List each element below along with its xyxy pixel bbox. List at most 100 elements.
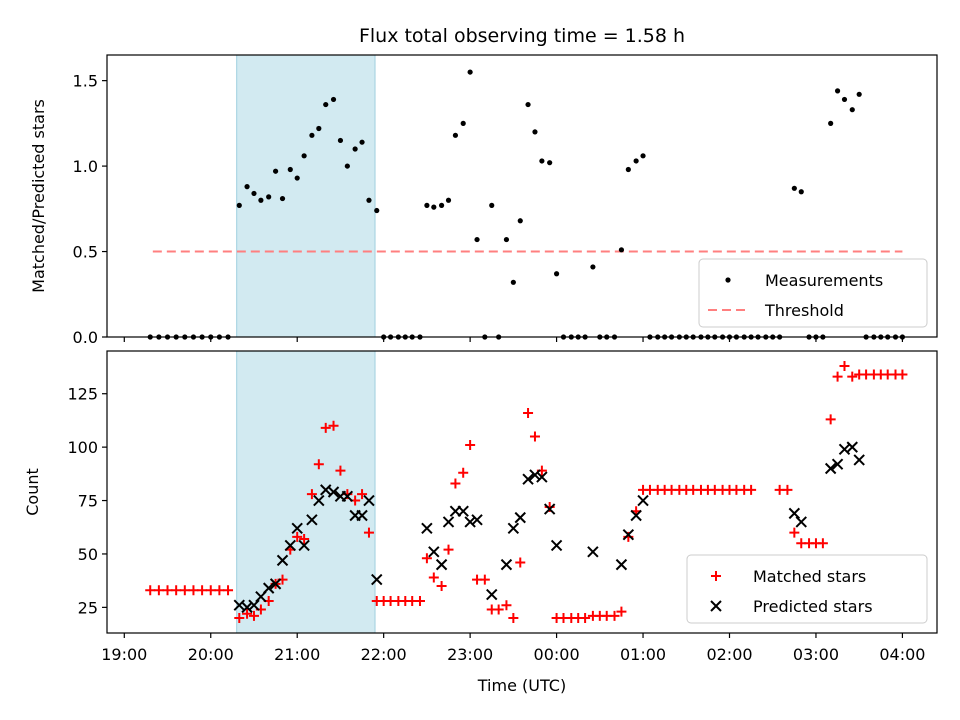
measurement-point <box>474 236 480 243</box>
measurement-point <box>251 190 257 197</box>
matched-star-point <box>145 585 156 596</box>
matched-star-point <box>363 527 374 538</box>
matched-star-point <box>414 595 425 606</box>
measurement-point <box>828 120 834 126</box>
matched-star-point <box>479 574 490 585</box>
matched-star-point <box>443 544 454 555</box>
legend: Matched stars Predicted stars <box>686 554 928 624</box>
measurement-point <box>431 204 437 210</box>
legend-marker-measurements <box>725 277 731 283</box>
legend-marker-predicted <box>710 600 722 612</box>
x-marker-icon <box>710 600 722 612</box>
matched-star-point <box>523 407 534 418</box>
matched-star-point <box>179 585 190 596</box>
measurement-point <box>236 202 242 208</box>
matched-star-point <box>458 467 469 478</box>
matched-star-point <box>465 440 476 450</box>
measurement-point <box>539 158 545 164</box>
x-tick-label: 04:00 <box>879 645 925 664</box>
measurement-point <box>266 194 272 200</box>
x-tick-label: 01:00 <box>620 645 666 664</box>
legend-label-predicted: Predicted stars <box>753 597 873 616</box>
y-tick-label: 75 <box>78 492 98 511</box>
measurement-point <box>438 202 445 208</box>
plot-frame <box>106 350 938 634</box>
plus-marker-icon <box>711 571 721 581</box>
measurement-point <box>445 197 452 203</box>
predicted-star-point <box>500 558 513 571</box>
predicted-star-point <box>284 539 296 552</box>
predicted-star-point <box>788 507 801 520</box>
matched-star-point <box>306 489 317 500</box>
legend-label-measurements: Measurements <box>765 271 883 290</box>
measurement-point <box>633 158 639 164</box>
matched-star-point <box>609 610 620 621</box>
predicted-star-point <box>457 505 469 517</box>
predicted-star-point <box>269 578 282 590</box>
predicted-star-point <box>824 462 837 475</box>
measurement-point <box>510 279 516 285</box>
predicted-star-point <box>306 514 318 526</box>
x-tick-label: 19:00 <box>101 645 147 664</box>
y-tick-label: 25 <box>78 598 98 617</box>
measurement-point <box>489 202 495 208</box>
measurement-point <box>517 218 523 224</box>
measurement-point <box>287 166 293 173</box>
shaded-span <box>236 54 376 338</box>
matched-star-point <box>817 538 828 549</box>
matched-star-point <box>188 585 199 596</box>
predicted-star-point <box>341 490 354 502</box>
matched-star-point <box>897 369 908 380</box>
measurement-point <box>316 125 322 132</box>
predicted-star-point <box>262 582 275 594</box>
matched-star-point <box>847 371 858 382</box>
counts-panel: 25 50 75 100 125 19:00 20:00 21:00 22:00 23:00 00… <box>23 350 938 695</box>
predicted-star-point <box>442 516 455 528</box>
predicted-star-point <box>637 494 649 507</box>
matched-star-point <box>825 414 836 425</box>
matched-star-point <box>205 585 216 596</box>
matched-star-point <box>197 585 208 596</box>
matched-star-point <box>832 371 843 382</box>
y-tick-label: 0.0 <box>73 328 98 347</box>
matched-star-point <box>357 489 368 500</box>
measurement-point <box>625 166 631 173</box>
matched-star-point <box>171 585 182 596</box>
matched-star-point <box>153 585 164 596</box>
matched-star-point <box>248 610 259 621</box>
measurement-point <box>547 160 553 166</box>
measurement-point <box>272 168 279 174</box>
predicted-star-point <box>421 522 433 535</box>
measurement-point <box>525 101 531 108</box>
predicted-star-point <box>543 503 556 515</box>
measurement-point <box>337 137 344 144</box>
measurement-point <box>301 153 307 159</box>
predicted-star-point <box>248 599 260 611</box>
measurement-point <box>553 271 560 277</box>
predicted-star-point <box>630 509 642 522</box>
predicted-star-point <box>327 486 340 498</box>
y-tick-label: 0.5 <box>73 243 98 262</box>
predicted-star-point <box>831 458 844 470</box>
measurement-point <box>279 195 286 202</box>
predicted-star-point <box>522 473 534 485</box>
measurement-point <box>258 197 264 203</box>
measurement-point <box>424 202 430 208</box>
y-tick-label: 50 <box>78 545 98 564</box>
x-tick-label: 00:00 <box>534 645 580 664</box>
matched-star-point <box>450 478 461 489</box>
matched-star-point <box>234 613 245 624</box>
measurement-point <box>330 96 337 103</box>
x-tick-label: 22:00 <box>361 645 407 664</box>
predicted-star-point <box>356 509 368 522</box>
predicted-star-point <box>291 522 303 535</box>
measurement-point <box>590 264 596 270</box>
y-axis-ticks: 0.0 0.5 1.0 1.5 <box>73 72 107 347</box>
predicted-star-point <box>587 546 599 558</box>
matched-star-point <box>529 431 540 442</box>
measurement-point <box>503 236 510 243</box>
matched-star-point <box>616 606 627 617</box>
x-axis-ticks <box>123 337 904 342</box>
matched-star-point <box>839 360 850 371</box>
